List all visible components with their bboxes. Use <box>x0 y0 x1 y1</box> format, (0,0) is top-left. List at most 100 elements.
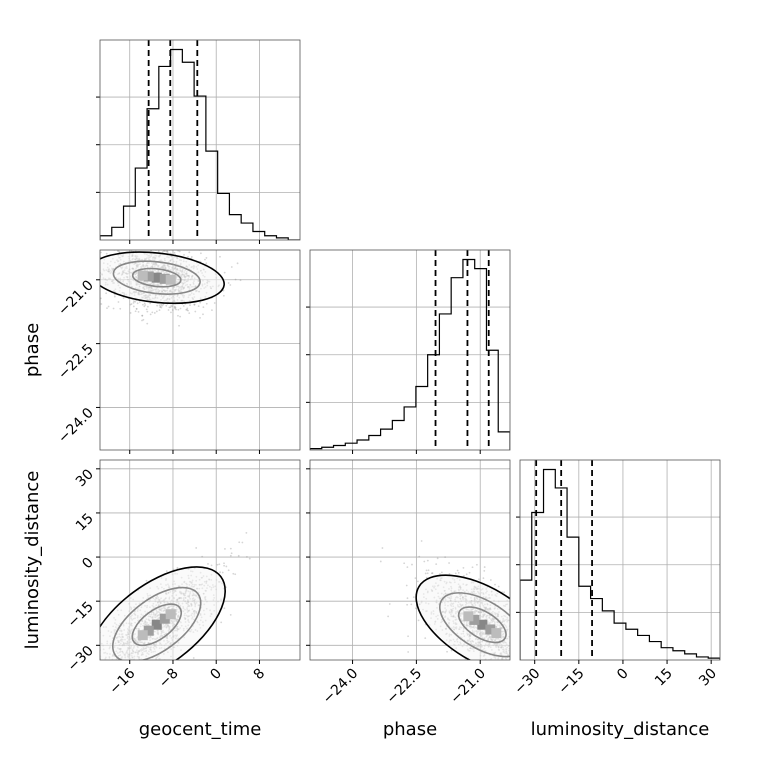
scatter-point <box>167 309 170 311</box>
scatter-point <box>551 623 553 625</box>
scatter-point <box>189 304 191 307</box>
histogram-phase <box>310 258 510 450</box>
scatter-point <box>146 305 149 308</box>
scatter-point <box>165 570 168 573</box>
scatter-point <box>162 303 165 306</box>
scatter-point <box>406 597 409 600</box>
scatter-point <box>540 657 542 659</box>
scatter-point <box>97 295 99 297</box>
scatter-point <box>514 642 516 644</box>
scatter-point <box>513 645 515 647</box>
scatter-point <box>405 584 408 587</box>
scatter-point <box>436 557 439 560</box>
scatter-point <box>465 573 468 576</box>
scatter-point <box>492 676 494 678</box>
scatter-point <box>531 645 533 647</box>
scatter-point <box>515 641 517 643</box>
scatter-point <box>174 306 177 309</box>
scatter-point <box>205 302 208 305</box>
scatter-point <box>147 244 149 246</box>
scatter-point <box>80 684 82 686</box>
x-tick-label: −30 <box>511 666 543 698</box>
scatter-point <box>520 699 522 701</box>
scatter-point <box>149 242 151 244</box>
scatter-point <box>143 241 145 243</box>
scatter-point <box>105 292 108 295</box>
scatter-point <box>117 250 119 253</box>
scatter-point <box>162 250 165 252</box>
scatter-point <box>188 251 191 254</box>
scatter-point <box>87 256 89 258</box>
scatter-point <box>106 307 108 310</box>
scatter-point <box>200 252 202 255</box>
scatter-point <box>230 266 233 268</box>
scatter-point <box>114 661 116 663</box>
scatter-point <box>132 666 134 668</box>
scatter-point <box>107 305 110 308</box>
scatter-point <box>411 563 413 566</box>
scatter-point <box>524 641 526 643</box>
scatter-point <box>127 248 129 250</box>
scatter-point <box>182 305 185 307</box>
scatter-point <box>505 668 507 670</box>
scatter-point <box>89 692 91 694</box>
scatter-point <box>483 566 486 568</box>
scatter-point <box>93 273 95 275</box>
scatter-point <box>526 637 528 639</box>
scatter-point <box>171 305 174 308</box>
scatter-point <box>514 634 516 636</box>
scatter-point <box>517 621 519 623</box>
scatter-point <box>407 635 409 638</box>
scatter-point <box>553 614 555 616</box>
scatter-point <box>104 674 106 676</box>
scatter-point <box>207 563 209 565</box>
scatter-point <box>525 622 527 624</box>
scatter-point <box>511 620 513 622</box>
scatter-point <box>516 638 518 640</box>
scatter-point <box>478 578 480 581</box>
scatter-point <box>522 654 524 656</box>
scatter-point <box>503 669 505 671</box>
scatter-point <box>520 638 522 640</box>
scatter-point <box>113 295 116 298</box>
panel-frame <box>99 39 301 241</box>
scatter-point <box>457 571 460 574</box>
scatter-point <box>425 569 428 572</box>
scatter-point <box>502 664 504 666</box>
scatter-point <box>143 302 146 305</box>
scatter-point <box>403 562 406 565</box>
y-axis-label-phase: phase <box>22 323 43 377</box>
scatter-point <box>530 657 532 659</box>
x-tick-label: −21.0 <box>447 666 489 708</box>
scatter-point <box>237 554 240 557</box>
scatter-point <box>103 663 105 665</box>
scatter-point <box>511 662 513 664</box>
scatter-point <box>185 308 188 311</box>
scatter-point <box>512 660 514 662</box>
scatter-point <box>515 634 517 636</box>
scatter-point <box>525 662 527 664</box>
scatter-point <box>83 677 85 679</box>
scatter-point <box>524 646 526 648</box>
scatter-point <box>518 669 520 671</box>
scatter-point <box>106 675 108 677</box>
scatter-point <box>199 301 202 304</box>
scatter-point <box>119 307 122 310</box>
scatter-point <box>101 670 103 672</box>
scatter-point <box>511 671 513 673</box>
scatter-point <box>72 276 74 278</box>
scatter-point <box>150 664 152 666</box>
scatter-point <box>89 668 91 670</box>
scatter-point <box>149 673 151 675</box>
x-axis-label-geocent_time: geocent_time <box>139 719 262 740</box>
scatter-point <box>517 631 519 633</box>
scatter-point <box>444 556 447 559</box>
scatter-point <box>130 303 133 305</box>
scatter-point <box>153 312 156 314</box>
scatter-point <box>501 667 503 669</box>
scatter-point <box>101 666 103 668</box>
scatter-point <box>129 303 132 306</box>
histogram-luminosity_distance <box>520 468 720 660</box>
scatter-point <box>161 304 164 307</box>
scatter-point <box>527 642 529 644</box>
